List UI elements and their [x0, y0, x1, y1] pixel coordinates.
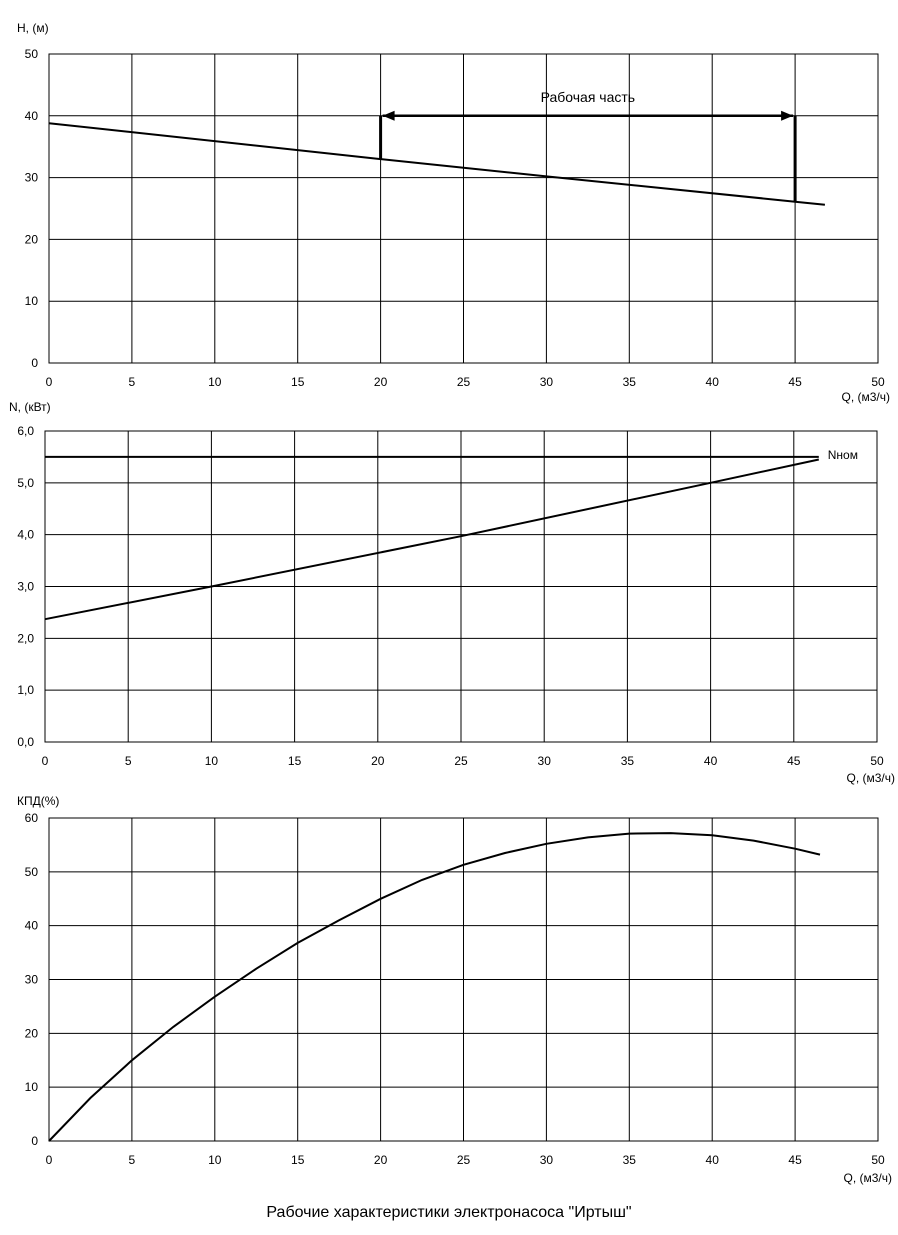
chart2-x-tick: 15 [288, 754, 302, 768]
chart3-x-tick: 25 [457, 1153, 471, 1167]
chart2-x-tick: 20 [371, 754, 385, 768]
chart1-x-tick: 35 [623, 375, 637, 389]
chart1-y-tick: 20 [25, 232, 39, 246]
chart2-y-tick: 2,0 [17, 631, 34, 645]
chart2-x-tick: 5 [125, 754, 132, 768]
work-range-arrow-left [382, 110, 395, 121]
chart1-y-tick: 0 [31, 356, 38, 370]
chart1-x-tick: 15 [291, 375, 305, 389]
chart3-y-tick: 10 [25, 1080, 39, 1094]
chart2-x-tick: 50 [870, 754, 884, 768]
chart1-y-tick: 50 [25, 47, 39, 61]
chart2-x-tick: 30 [538, 754, 552, 768]
chart1-y-tick: 10 [25, 294, 39, 308]
chart1-y-tick: 40 [25, 109, 39, 123]
work-range-arrow-right [781, 110, 794, 121]
chart1-x-tick: 25 [457, 375, 471, 389]
chart1-x-tick: 40 [706, 375, 720, 389]
chart3-x-tick: 15 [291, 1153, 305, 1167]
chart3-x-tick: 50 [871, 1153, 885, 1167]
chart2-x-axis-label: Q, (м3/ч) [846, 771, 895, 785]
chart3-x-tick: 0 [46, 1153, 53, 1167]
chart3-series-line-1 [48, 832, 821, 1142]
chart2-x-tick: 10 [205, 754, 219, 768]
chart3-x-axis-label: Q, (м3/ч) [843, 1171, 892, 1185]
chart2-x-tick: 35 [621, 754, 635, 768]
chart3-x-tick: 35 [623, 1153, 637, 1167]
chart1-x-tick: 45 [788, 375, 802, 389]
chart3-plot-border [48, 817, 879, 1142]
chart1-x-tick: 50 [871, 375, 885, 389]
chart2-y-tick: 5,0 [17, 476, 34, 490]
chart3-y-tick: 0 [31, 1134, 38, 1148]
chart2-y-axis-label: N, (кВт) [9, 400, 51, 414]
chart1-x-axis-label: Q, (м3/ч) [841, 390, 890, 404]
chart2-x-tick: 40 [704, 754, 718, 768]
chart2-plot-border [44, 430, 878, 743]
chart3-x-tick: 30 [540, 1153, 554, 1167]
chart1-series-line-1 [48, 122, 826, 206]
chart1-x-tick: 20 [374, 375, 388, 389]
chart3-y-tick: 50 [25, 865, 39, 879]
chart1-y-axis-label: H, (м) [17, 21, 49, 35]
chart3-y-tick: 30 [25, 973, 39, 987]
chart1-y-tick: 30 [25, 171, 39, 185]
chart2-y-tick: 4,0 [17, 528, 34, 542]
chart3-y-tick: 60 [25, 811, 39, 825]
chart3-x-tick: 40 [706, 1153, 720, 1167]
chart2-x-tick: 25 [454, 754, 468, 768]
chart3-y-tick: 40 [25, 919, 39, 933]
chart3-x-tick: 20 [374, 1153, 388, 1167]
chart2-x-tick: 0 [42, 754, 49, 768]
chart2-y-tick: 6,0 [17, 424, 34, 438]
chart3-x-tick: 45 [788, 1153, 802, 1167]
work-range-label: Рабочая часть [541, 89, 636, 105]
chart3-x-tick: 10 [208, 1153, 222, 1167]
chart1-x-tick: 10 [208, 375, 222, 389]
chart3-y-tick: 20 [25, 1026, 39, 1040]
chart1-x-tick: 5 [129, 375, 136, 389]
chart3-x-tick: 5 [129, 1153, 136, 1167]
chart2-y-tick: 1,0 [17, 683, 34, 697]
chart2-x-tick: 45 [787, 754, 801, 768]
chart2-y-tick: 3,0 [17, 580, 34, 594]
chart1-x-tick: 0 [46, 375, 53, 389]
chart2-y-tick: 0,0 [17, 735, 34, 749]
chart1-plot-border [48, 53, 879, 364]
chart2-series-line-1 [44, 458, 820, 621]
chart1-x-tick: 30 [540, 375, 554, 389]
chart2-series-label: Nном [828, 448, 858, 462]
figure-caption: Рабочие характеристики электронасоса "Ир… [266, 1204, 632, 1221]
chart3-y-axis-label: КПД(%) [17, 794, 59, 808]
